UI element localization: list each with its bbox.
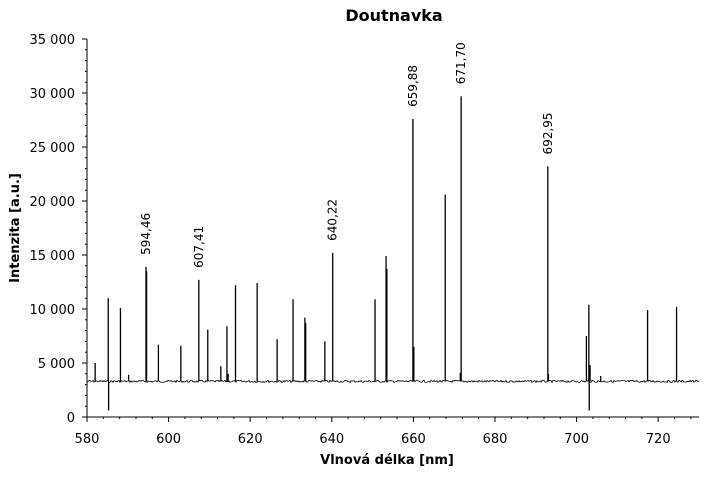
peak-annotations: 594,46 607,41 640,22 659,88 671,70 692,95 [139, 42, 555, 268]
x-tick-label: 640 [319, 432, 344, 447]
chart-title: Doutnavka [345, 6, 442, 25]
spectrum-series [86, 379, 700, 384]
y-tick-label: 0 [67, 411, 75, 426]
y-tick-label: 30 000 [30, 87, 76, 102]
x-tick-label: 600 [156, 432, 181, 447]
peak-annotation: 671,70 [454, 42, 468, 84]
spectrum-peaks [94, 96, 678, 411]
y-tick-label: 15 000 [30, 249, 76, 264]
peak-annotation: 640,22 [326, 199, 340, 241]
x-tick-label: 700 [564, 432, 589, 447]
y-tick-label: 5 000 [38, 357, 75, 372]
peak-annotation: 692,95 [541, 112, 555, 154]
x-ticks: 580 600 620 640 660 680 700 720 [75, 417, 692, 447]
y-tick-label: 25 000 [30, 141, 76, 156]
x-tick-label: 620 [238, 432, 263, 447]
x-tick-label: 720 [646, 432, 671, 447]
y-tick-label: 35 000 [30, 33, 76, 48]
y-tick-label: 20 000 [30, 195, 76, 210]
x-axis-label: Vlnová délka [nm] [320, 453, 454, 468]
peak-annotation: 594,46 [139, 213, 153, 255]
peak-annotation: 607,41 [192, 226, 206, 268]
y-tick-label: 10 000 [30, 303, 76, 318]
y-axis-label: Intenzita [a.u.] [8, 173, 23, 283]
peak-annotation: 659,88 [406, 65, 420, 107]
x-tick-label: 660 [401, 432, 426, 447]
spectrum-baseline [86, 379, 700, 384]
x-tick-label: 580 [75, 432, 100, 447]
y-ticks: 0 5 000 10 000 15 000 20 000 25 000 30 000 35 0… [30, 33, 87, 426]
x-tick-label: 680 [483, 432, 508, 447]
